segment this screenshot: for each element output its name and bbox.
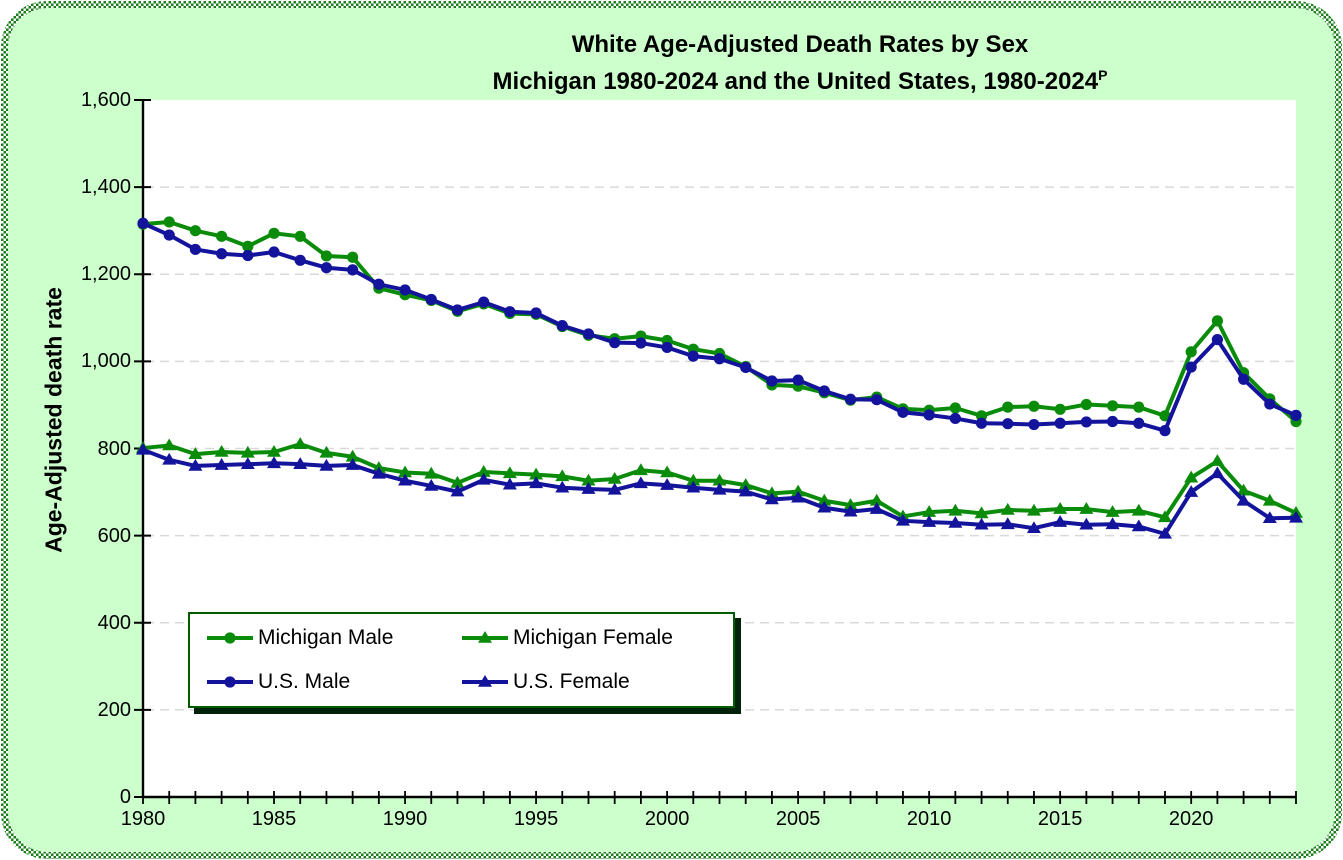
x-tick-label: 1995 bbox=[513, 808, 559, 830]
legend-label: Michigan Female bbox=[513, 626, 673, 649]
y-axis-title: Age-Adjusted death rate bbox=[40, 287, 67, 553]
y-tick-label: 0 bbox=[119, 786, 131, 808]
y-tick-label: 400 bbox=[97, 611, 131, 634]
y-tick-label: 1,200 bbox=[80, 263, 131, 286]
legend-item-us-male: U.S. Male bbox=[206, 670, 461, 694]
series-michigan-female bbox=[136, 437, 1303, 523]
x-tick-label: 2005 bbox=[775, 808, 821, 830]
legend-label: U.S. Male bbox=[258, 670, 351, 693]
legend-label: Michigan Male bbox=[258, 626, 394, 649]
legend: Michigan Male Michigan Female U.S. Male … bbox=[188, 612, 735, 708]
legend-label: U.S. Female bbox=[513, 670, 630, 693]
provisional-superscript: P bbox=[1098, 67, 1108, 83]
x-tick-label: 2015 bbox=[1037, 808, 1083, 830]
chart-title-line2: Michigan 1980-2024 and the United States… bbox=[492, 67, 1108, 95]
y-tick-label: 1,400 bbox=[80, 176, 131, 199]
y-tick-label: 1,600 bbox=[80, 89, 131, 111]
us-female-line-triangle-icon bbox=[462, 675, 508, 687]
series-michigan-male bbox=[137, 216, 1302, 428]
michigan-male-line-circle-icon bbox=[207, 632, 253, 644]
x-tick-label: 2010 bbox=[906, 808, 952, 830]
series-u-s-male bbox=[137, 217, 1302, 437]
us-male-line-circle-icon bbox=[207, 676, 253, 688]
chart-canvas bbox=[134, 99, 1303, 804]
legend-item-michigan-female: Michigan Female bbox=[461, 626, 723, 650]
y-tick-label: 600 bbox=[97, 524, 131, 547]
x-tick-label: 2000 bbox=[644, 808, 690, 830]
chart-title: White Age-Adjusted Death Rates by Sex Mi… bbox=[493, 30, 1108, 97]
legend-item-michigan-male: Michigan Male bbox=[206, 626, 461, 650]
y-tick-label: 1,000 bbox=[80, 350, 131, 373]
y-tick-label: 200 bbox=[97, 698, 131, 721]
x-tick-label: 1980 bbox=[120, 808, 166, 830]
legend-item-us-female: U.S. Female bbox=[461, 670, 723, 694]
chart-title-line1: White Age-Adjusted Death Rates by Sex bbox=[571, 31, 1029, 58]
series-u-s-female bbox=[136, 442, 1303, 539]
x-tick-label: 2020 bbox=[1168, 808, 1214, 830]
y-tick-label: 800 bbox=[97, 437, 131, 460]
x-tick-label: 1990 bbox=[382, 808, 428, 830]
michigan-female-line-triangle-icon bbox=[462, 631, 508, 643]
x-tick-label: 1985 bbox=[251, 808, 297, 830]
